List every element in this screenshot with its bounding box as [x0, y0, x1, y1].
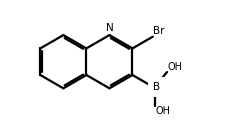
Text: N: N	[105, 23, 113, 33]
Text: OH: OH	[167, 62, 182, 72]
Text: Br: Br	[153, 26, 164, 36]
Text: OH: OH	[154, 106, 169, 116]
Text: B: B	[153, 82, 160, 92]
